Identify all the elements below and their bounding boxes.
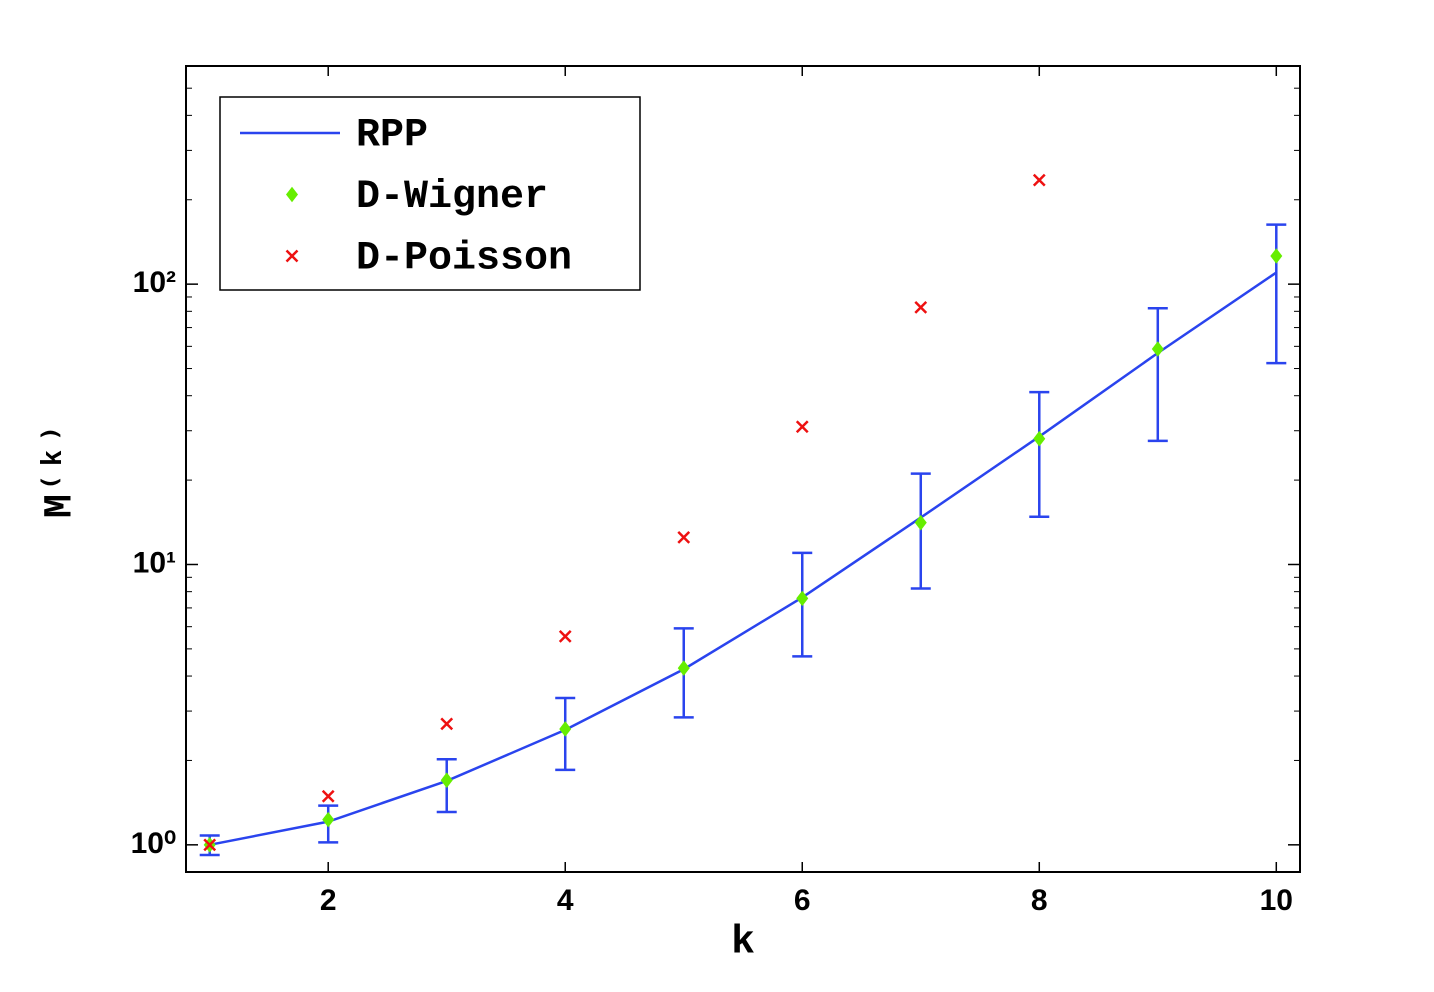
marker: [440, 772, 453, 789]
plot-frame: [185, 65, 1301, 873]
legend-label: D-Poisson: [356, 237, 572, 282]
marker: [559, 721, 572, 737]
marker: [677, 530, 691, 544]
marker: [558, 630, 572, 643]
marker: [1032, 173, 1046, 187]
error-bar: [1147, 307, 1168, 443]
y-tick-label: 10²: [133, 266, 176, 299]
legend-marker: [285, 249, 299, 263]
legend-label: D-Wigner: [356, 175, 548, 220]
x-tick-label: 6: [794, 884, 811, 917]
marker: [1151, 341, 1164, 357]
marker: [321, 789, 335, 803]
legend-label: RPP: [356, 114, 428, 159]
marker: [1270, 248, 1283, 264]
x-axis-label: k: [731, 921, 755, 966]
y-tick-label: 10⁰: [131, 827, 176, 860]
x-tick-label: 8: [1031, 884, 1048, 917]
error-bar: [1029, 390, 1050, 519]
marker: [203, 838, 217, 852]
marker: [914, 301, 928, 314]
x-tick-label: 4: [557, 884, 574, 917]
error-bar: [1266, 223, 1287, 365]
marker: [677, 660, 690, 676]
x-tick-label: 10: [1260, 884, 1293, 917]
legend-marker: [286, 186, 298, 203]
y-tick-label: 10¹: [133, 546, 176, 579]
marker: [796, 590, 809, 607]
marker: [1033, 430, 1046, 447]
marker: [914, 514, 927, 531]
marker: [795, 420, 809, 434]
y-axis-label: M⁽ᵏ⁾: [39, 422, 84, 518]
marker: [440, 717, 454, 731]
marker: [322, 811, 335, 828]
line: [209, 271, 1278, 847]
error-bar: [910, 472, 931, 590]
x-tick-label: 2: [320, 884, 337, 917]
